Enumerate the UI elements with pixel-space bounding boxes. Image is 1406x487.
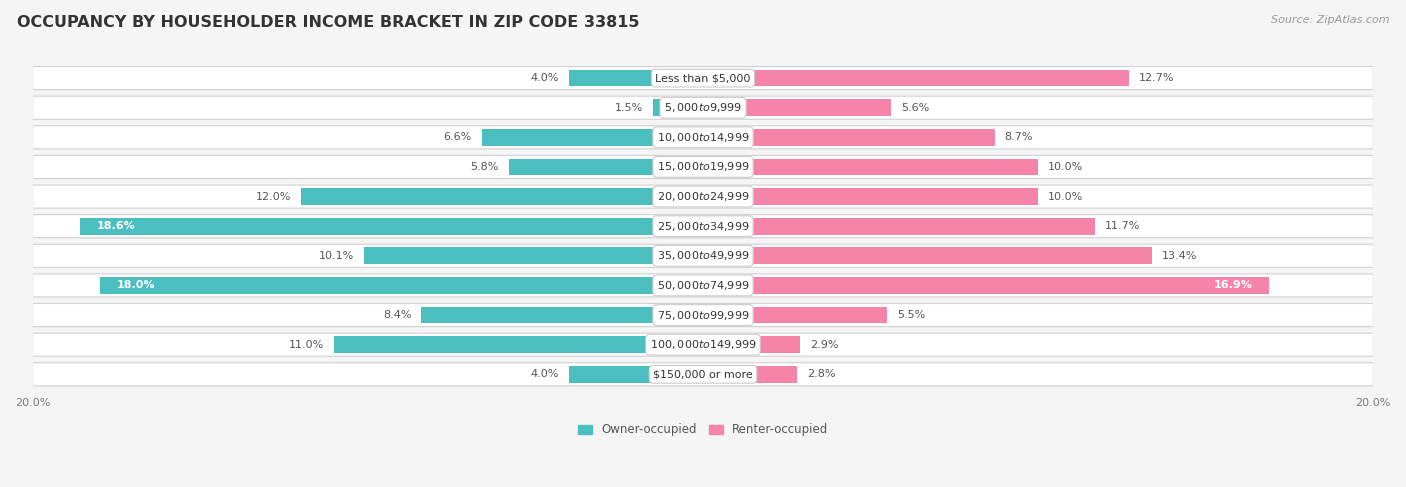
Text: 4.0%: 4.0% <box>530 369 558 379</box>
Text: 8.4%: 8.4% <box>382 310 412 320</box>
Text: $5,000 to $9,999: $5,000 to $9,999 <box>664 101 742 114</box>
Text: 12.7%: 12.7% <box>1139 73 1174 83</box>
Text: $75,000 to $99,999: $75,000 to $99,999 <box>657 309 749 321</box>
Bar <box>703 218 1095 235</box>
Bar <box>509 159 703 175</box>
Bar <box>703 247 1152 264</box>
Text: 2.8%: 2.8% <box>807 369 835 379</box>
FancyBboxPatch shape <box>32 363 1374 386</box>
Text: 18.6%: 18.6% <box>97 221 135 231</box>
FancyBboxPatch shape <box>32 126 1374 149</box>
Text: $35,000 to $49,999: $35,000 to $49,999 <box>657 249 749 262</box>
Bar <box>703 307 887 323</box>
Bar <box>703 99 890 116</box>
Bar <box>652 99 703 116</box>
FancyBboxPatch shape <box>32 333 1374 356</box>
FancyBboxPatch shape <box>32 96 1374 119</box>
FancyBboxPatch shape <box>32 274 1374 297</box>
Bar <box>482 129 703 146</box>
Bar <box>100 277 703 294</box>
Text: $25,000 to $34,999: $25,000 to $34,999 <box>657 220 749 233</box>
Bar <box>703 70 1129 86</box>
Text: 8.7%: 8.7% <box>1005 132 1033 142</box>
Bar <box>703 366 797 383</box>
Bar <box>301 188 703 205</box>
Bar <box>364 247 703 264</box>
Text: $20,000 to $24,999: $20,000 to $24,999 <box>657 190 749 203</box>
FancyBboxPatch shape <box>32 67 1374 90</box>
Text: $10,000 to $14,999: $10,000 to $14,999 <box>657 131 749 144</box>
Text: $100,000 to $149,999: $100,000 to $149,999 <box>650 338 756 351</box>
Text: Source: ZipAtlas.com: Source: ZipAtlas.com <box>1271 15 1389 25</box>
Text: 11.7%: 11.7% <box>1105 221 1140 231</box>
Bar <box>703 159 1038 175</box>
Text: 16.9%: 16.9% <box>1213 281 1253 290</box>
Text: OCCUPANCY BY HOUSEHOLDER INCOME BRACKET IN ZIP CODE 33815: OCCUPANCY BY HOUSEHOLDER INCOME BRACKET … <box>17 15 640 30</box>
Text: $15,000 to $19,999: $15,000 to $19,999 <box>657 160 749 173</box>
Text: 5.5%: 5.5% <box>897 310 925 320</box>
Text: $50,000 to $74,999: $50,000 to $74,999 <box>657 279 749 292</box>
Bar <box>703 337 800 353</box>
Text: 1.5%: 1.5% <box>614 103 643 112</box>
Text: 6.6%: 6.6% <box>443 132 472 142</box>
Text: Less than $5,000: Less than $5,000 <box>655 73 751 83</box>
FancyBboxPatch shape <box>32 244 1374 267</box>
Bar <box>703 277 1270 294</box>
Text: 2.9%: 2.9% <box>810 339 839 350</box>
Text: 12.0%: 12.0% <box>256 191 291 202</box>
Bar <box>422 307 703 323</box>
Bar <box>703 188 1038 205</box>
Text: 5.6%: 5.6% <box>901 103 929 112</box>
FancyBboxPatch shape <box>32 303 1374 327</box>
Legend: Owner-occupied, Renter-occupied: Owner-occupied, Renter-occupied <box>572 419 834 441</box>
Text: 11.0%: 11.0% <box>290 339 325 350</box>
Text: $150,000 or more: $150,000 or more <box>654 369 752 379</box>
FancyBboxPatch shape <box>32 155 1374 179</box>
Text: 10.0%: 10.0% <box>1049 162 1084 172</box>
Text: 10.0%: 10.0% <box>1049 191 1084 202</box>
Text: 10.1%: 10.1% <box>319 251 354 261</box>
FancyBboxPatch shape <box>32 185 1374 208</box>
Text: 13.4%: 13.4% <box>1163 251 1198 261</box>
FancyBboxPatch shape <box>32 215 1374 238</box>
Text: 4.0%: 4.0% <box>530 73 558 83</box>
Bar <box>703 129 994 146</box>
Text: 18.0%: 18.0% <box>117 281 155 290</box>
Bar <box>335 337 703 353</box>
Text: 5.8%: 5.8% <box>470 162 499 172</box>
Bar <box>80 218 703 235</box>
Bar <box>569 366 703 383</box>
Bar <box>569 70 703 86</box>
